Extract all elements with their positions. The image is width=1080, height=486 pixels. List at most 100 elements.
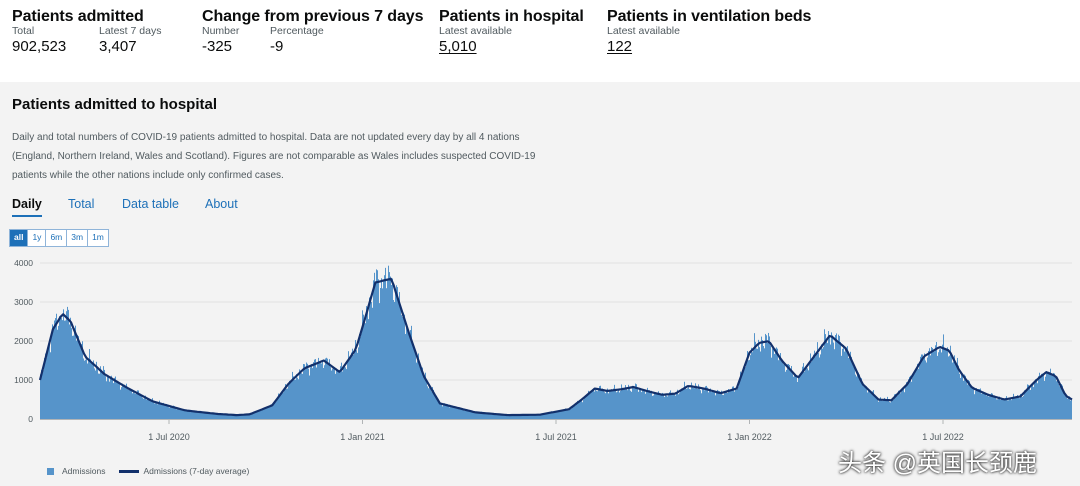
admission-bar — [186, 410, 187, 419]
admission-bar — [152, 398, 153, 419]
y-tick-label: 1000 — [14, 375, 33, 385]
admission-bar — [146, 399, 147, 419]
admission-bar — [654, 392, 655, 419]
admission-bar — [143, 398, 144, 419]
admission-bar — [422, 367, 423, 419]
admission-bar — [939, 349, 940, 419]
admission-bar — [467, 409, 468, 419]
admission-bar — [381, 278, 382, 419]
admission-bar — [355, 340, 356, 419]
admission-bar — [694, 388, 695, 419]
admission-bar — [300, 370, 301, 419]
ventilation-metric: Latest available 122 — [607, 25, 680, 55]
admission-bar — [304, 364, 305, 419]
range-all-button[interactable]: all — [10, 230, 29, 246]
admission-bar — [623, 389, 624, 419]
admission-bar — [522, 414, 523, 419]
admission-bar — [584, 396, 585, 419]
ventilation-value[interactable]: 122 — [607, 38, 633, 55]
admission-bar — [603, 390, 604, 419]
ventilation-title[interactable]: Patients in ventilation beds — [607, 8, 812, 25]
admission-bar — [752, 352, 753, 419]
patients-admitted-title[interactable]: Patients admitted — [12, 8, 144, 25]
admission-bar — [954, 355, 955, 419]
admission-bar — [862, 383, 863, 419]
tab-total[interactable]: Total — [68, 197, 95, 211]
admission-bar — [113, 383, 114, 419]
legend-admissions[interactable]: Admissions — [62, 466, 106, 476]
admission-bar — [973, 389, 974, 419]
admission-bar — [259, 409, 260, 419]
admission-bar — [229, 414, 230, 419]
admission-bar — [738, 386, 739, 419]
admission-bar — [964, 374, 965, 419]
admission-bar — [938, 352, 939, 419]
admission-bar — [859, 374, 860, 419]
admission-bar — [225, 414, 226, 419]
hospital-title[interactable]: Patients in hospital — [439, 8, 584, 25]
admission-bar — [928, 350, 929, 419]
admission-bar — [1037, 383, 1038, 419]
admission-bar — [78, 336, 79, 419]
admission-bar — [987, 393, 988, 419]
admission-bar — [978, 389, 979, 419]
admission-bar — [617, 391, 618, 419]
admission-bar — [745, 367, 746, 419]
admission-bar — [754, 333, 755, 419]
admission-bar — [455, 406, 456, 419]
admission-bar — [375, 282, 376, 419]
admission-bar — [525, 414, 526, 419]
admission-bar — [77, 334, 78, 419]
admission-bar — [771, 357, 772, 419]
tab-data-table[interactable]: Data table — [122, 197, 179, 211]
admission-bar — [507, 414, 508, 419]
change-number-label: Number — [202, 25, 240, 37]
admission-bar — [639, 388, 640, 419]
admission-bar — [1008, 400, 1009, 419]
x-tick-label: 1 Jul 2022 — [922, 432, 964, 442]
admission-bar — [325, 358, 326, 419]
admission-bar — [850, 351, 851, 419]
admission-bar — [917, 363, 918, 419]
card-description: Daily and total numbers of COVID-19 pati… — [12, 132, 536, 181]
tab-daily[interactable]: Daily — [12, 197, 42, 217]
admission-bar — [635, 383, 636, 419]
hospital-value[interactable]: 5,010 — [439, 38, 477, 55]
legend-average[interactable]: Admissions (7-day average) — [143, 466, 250, 476]
admission-bar — [757, 348, 758, 419]
admission-bar — [573, 405, 574, 419]
admission-bar — [376, 269, 377, 419]
admission-bar — [1047, 372, 1048, 419]
admission-bar — [1068, 397, 1069, 419]
admission-bar — [432, 387, 433, 419]
range-3m-button[interactable]: 3m — [67, 230, 89, 246]
admission-bar — [228, 415, 229, 419]
admission-bar — [92, 363, 93, 419]
range-6m-button[interactable]: 6m — [46, 230, 68, 246]
admission-bar — [461, 409, 462, 419]
admission-bar — [929, 348, 930, 419]
admission-bar — [813, 354, 814, 419]
admission-bar — [216, 414, 217, 419]
range-1m-button[interactable]: 1m — [92, 232, 104, 242]
tab-about[interactable]: About — [205, 197, 238, 211]
admitted-total-value: 902,523 — [12, 38, 67, 55]
admission-bar — [1044, 380, 1045, 419]
admission-bar — [723, 395, 724, 419]
admission-bar — [81, 344, 82, 419]
admission-bar — [869, 391, 870, 419]
admission-bar — [812, 359, 813, 419]
range-1y-button[interactable]: 1y — [28, 230, 47, 246]
admission-bar — [891, 399, 892, 419]
admission-bar — [429, 385, 430, 419]
change-number-metric: Number -325 — [202, 25, 239, 55]
admission-bar — [1015, 397, 1016, 419]
admission-bar — [765, 333, 766, 419]
admission-bar — [879, 400, 880, 419]
admission-bar — [551, 411, 552, 419]
admission-bar — [852, 360, 853, 419]
admission-bar — [1031, 384, 1032, 419]
admission-bar — [64, 320, 65, 419]
admission-bar — [465, 410, 466, 419]
